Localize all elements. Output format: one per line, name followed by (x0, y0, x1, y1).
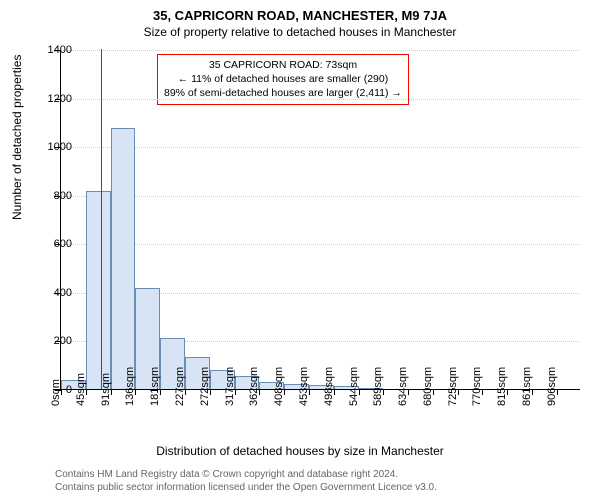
y-tick-label: 800 (54, 190, 72, 202)
gridline (61, 196, 580, 197)
y-tick-label: 0 (66, 384, 72, 396)
info-box: 35 CAPRICORN ROAD: 73sqm← 11% of detache… (157, 54, 409, 105)
chart-container: 35 CAPRICORN ROAD: 73sqm← 11% of detache… (60, 50, 580, 420)
x-axis-title: Distribution of detached houses by size … (0, 444, 600, 458)
chart-title-main: 35, CAPRICORN ROAD, MANCHESTER, M9 7JA (0, 0, 600, 23)
gridline (61, 244, 580, 245)
subject-marker-line (101, 49, 102, 389)
footer-line-1: Contains HM Land Registry data © Crown c… (55, 468, 437, 481)
gridline (61, 99, 580, 100)
gridline (61, 50, 580, 51)
y-tick-label: 1000 (48, 141, 72, 153)
plot-area: 35 CAPRICORN ROAD: 73sqm← 11% of detache… (60, 50, 580, 390)
y-axis-title: Number of detached properties (10, 55, 24, 220)
info-box-line: 35 CAPRICORN ROAD: 73sqm (164, 58, 402, 72)
y-tick-label: 400 (54, 287, 72, 299)
y-tick-label: 1200 (48, 93, 72, 105)
chart-title-sub: Size of property relative to detached ho… (0, 23, 600, 39)
gridline (61, 147, 580, 148)
footer-attribution: Contains HM Land Registry data © Crown c… (55, 468, 437, 494)
histogram-bar (86, 191, 111, 389)
y-tick-label: 1400 (48, 44, 72, 56)
info-box-line: ← 11% of detached houses are smaller (29… (164, 72, 402, 86)
y-tick-label: 200 (54, 335, 72, 347)
histogram-bar (111, 128, 136, 389)
y-tick-label: 600 (54, 238, 72, 250)
footer-line-2: Contains public sector information licen… (55, 481, 437, 494)
